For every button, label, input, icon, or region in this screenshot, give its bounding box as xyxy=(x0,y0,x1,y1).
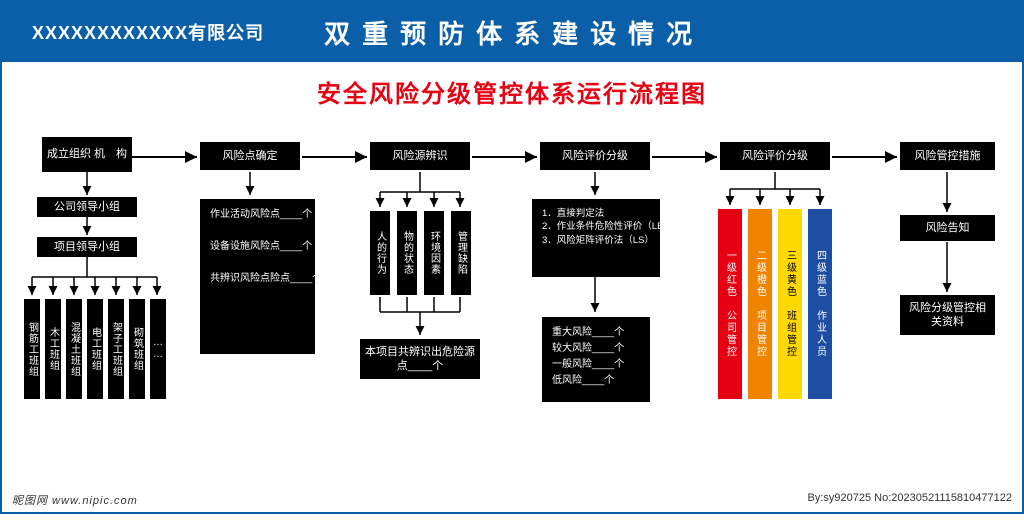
node-risk-point-list: 作业活动风险点____个 设备设施风险点____个 共辨识风险点险点____个 xyxy=(200,199,315,354)
rc-1: 较大风险____个 xyxy=(552,341,640,357)
watermark-left: 昵图网 www.nipic.com xyxy=(12,492,138,508)
node-company-group: 公司领导小组 xyxy=(37,197,137,217)
node-eval-methods: 1．直接判定法 2．作业条件危险性评价（LEC） 3．风险矩阵评价法（LS） xyxy=(532,199,660,277)
node-risk-notice: 风险告知 xyxy=(900,215,995,241)
cat-0: 人的行为 xyxy=(370,211,390,295)
header-title: 双重预防体系建设情况 xyxy=(324,14,704,51)
team-2: 混凝土班组 xyxy=(66,299,82,399)
node-risk-docs: 风险分级管控相关资料 xyxy=(900,295,995,335)
node-risk-counts: 重大风险____个 较大风险____个 一般风险____个 低风险____个 xyxy=(542,317,650,402)
company-name: XXXXXXXXXXXX有限公司 xyxy=(32,19,264,45)
node-risk-point: 风险点确定 xyxy=(200,142,300,170)
team-4: 架子工班组 xyxy=(108,299,124,399)
rp-line-1: 设备设施风险点____个 xyxy=(210,239,305,255)
watermark-footer: 昵图网 www.nipic.com By:sy920725 No:2023052… xyxy=(2,488,1022,512)
rc-2: 一般风险____个 xyxy=(552,357,640,373)
node-risk-source-total: 本项目共辨识出危险源点____个 xyxy=(360,339,480,379)
cat-2: 环境因素 xyxy=(424,211,444,295)
team-6: …… xyxy=(150,299,166,399)
header-bar: XXXXXXXXXXXX有限公司 双重预防体系建设情况 xyxy=(2,2,1022,62)
team-3: 电工班组 xyxy=(87,299,103,399)
rp-line-2: 共辨识风险点险点____个 xyxy=(210,271,305,287)
rc-3: 低风险____个 xyxy=(552,373,640,389)
em-1: 2．作业条件危险性评价（LEC） xyxy=(542,220,650,233)
team-0: 钢筋工班组 xyxy=(24,299,40,399)
cat-3: 管理缺陷 xyxy=(451,211,471,295)
em-0: 1．直接判定法 xyxy=(542,207,650,220)
watermark-right: By:sy920725 No:20230521115810477122 xyxy=(808,492,1013,508)
node-org: 成立组织 机 构 xyxy=(42,137,132,172)
node-project-group: 项目领导小组 xyxy=(37,237,137,257)
subtitle: 安全风险分级管控体系运行流程图 xyxy=(2,62,1022,117)
node-risk-eval: 风险评价分级 xyxy=(540,142,650,170)
node-control-measures: 风险管控措施 xyxy=(900,142,995,170)
level-3-yellow: 三级黄色 班组管控 xyxy=(778,209,802,399)
level-2-orange: 二级橙色 项目管控 xyxy=(748,209,772,399)
level-4-blue: 四级蓝色 作业人员 xyxy=(808,209,832,399)
rp-line-0: 作业活动风险点____个 xyxy=(210,207,305,223)
node-risk-grade: 风险评价分级 xyxy=(720,142,830,170)
em-2: 3．风险矩阵评价法（LS） xyxy=(542,234,650,247)
flowchart-canvas: 成立组织 机 构 公司领导小组 项目领导小组 钢筋工班组 木工班组 混凝土班组 … xyxy=(2,117,1022,527)
level-1-red: 一级红色 公司管控 xyxy=(718,209,742,399)
node-risk-source: 风险源辨识 xyxy=(370,142,470,170)
team-5: 砌筑班组 xyxy=(129,299,145,399)
team-1: 木工班组 xyxy=(45,299,61,399)
rc-0: 重大风险____个 xyxy=(552,325,640,341)
cat-1: 物的状态 xyxy=(397,211,417,295)
